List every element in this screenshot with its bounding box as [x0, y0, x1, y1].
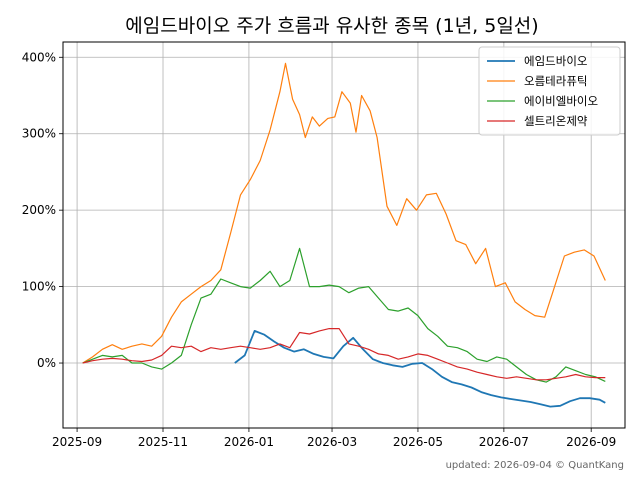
- x-tick-label: 2026-09: [566, 435, 616, 449]
- legend-label: 셀트리온제약: [524, 114, 588, 128]
- legend-box: [478, 46, 621, 136]
- series-line-2: [82, 62, 606, 364]
- x-tick-label: 2026-07: [479, 435, 529, 449]
- x-tick-label: 2026-03: [307, 435, 357, 449]
- series-lines: [82, 62, 606, 408]
- plot-frame: [62, 41, 626, 429]
- y-tick-label: 100%: [22, 280, 56, 294]
- legend-label: 에이비엘바이오: [524, 94, 598, 108]
- x-axis: 2025-09 2025-11 2026-01 2026-03 2026-05 2026-…: [52, 428, 616, 449]
- legend-label: 오름테라퓨틱: [524, 74, 587, 88]
- y-axis: 0% 100% 200% 300% 400%: [22, 50, 63, 370]
- y-tick-label: 200%: [22, 203, 56, 217]
- series-line-4: [82, 328, 606, 381]
- series-line-1: [234, 329, 606, 408]
- x-tick-label: 2026-01: [224, 435, 274, 449]
- y-tick-label: 300%: [22, 127, 56, 141]
- y-tick-label: 0%: [37, 356, 56, 370]
- legend-label: 에임드바이오: [524, 54, 587, 68]
- y-tick-label: 400%: [22, 50, 56, 64]
- x-tick-label: 2025-11: [138, 435, 188, 449]
- x-tick-label: 2026-05: [393, 435, 443, 449]
- chart-title: 에임드바이오 주가 흐름과 유사한 종목 (1년, 5일선): [125, 15, 538, 37]
- series-line-3: [82, 247, 606, 383]
- x-tick-label: 2025-09: [52, 435, 102, 449]
- footer-credit: updated: 2026-09-04 © QuantKang: [446, 460, 624, 471]
